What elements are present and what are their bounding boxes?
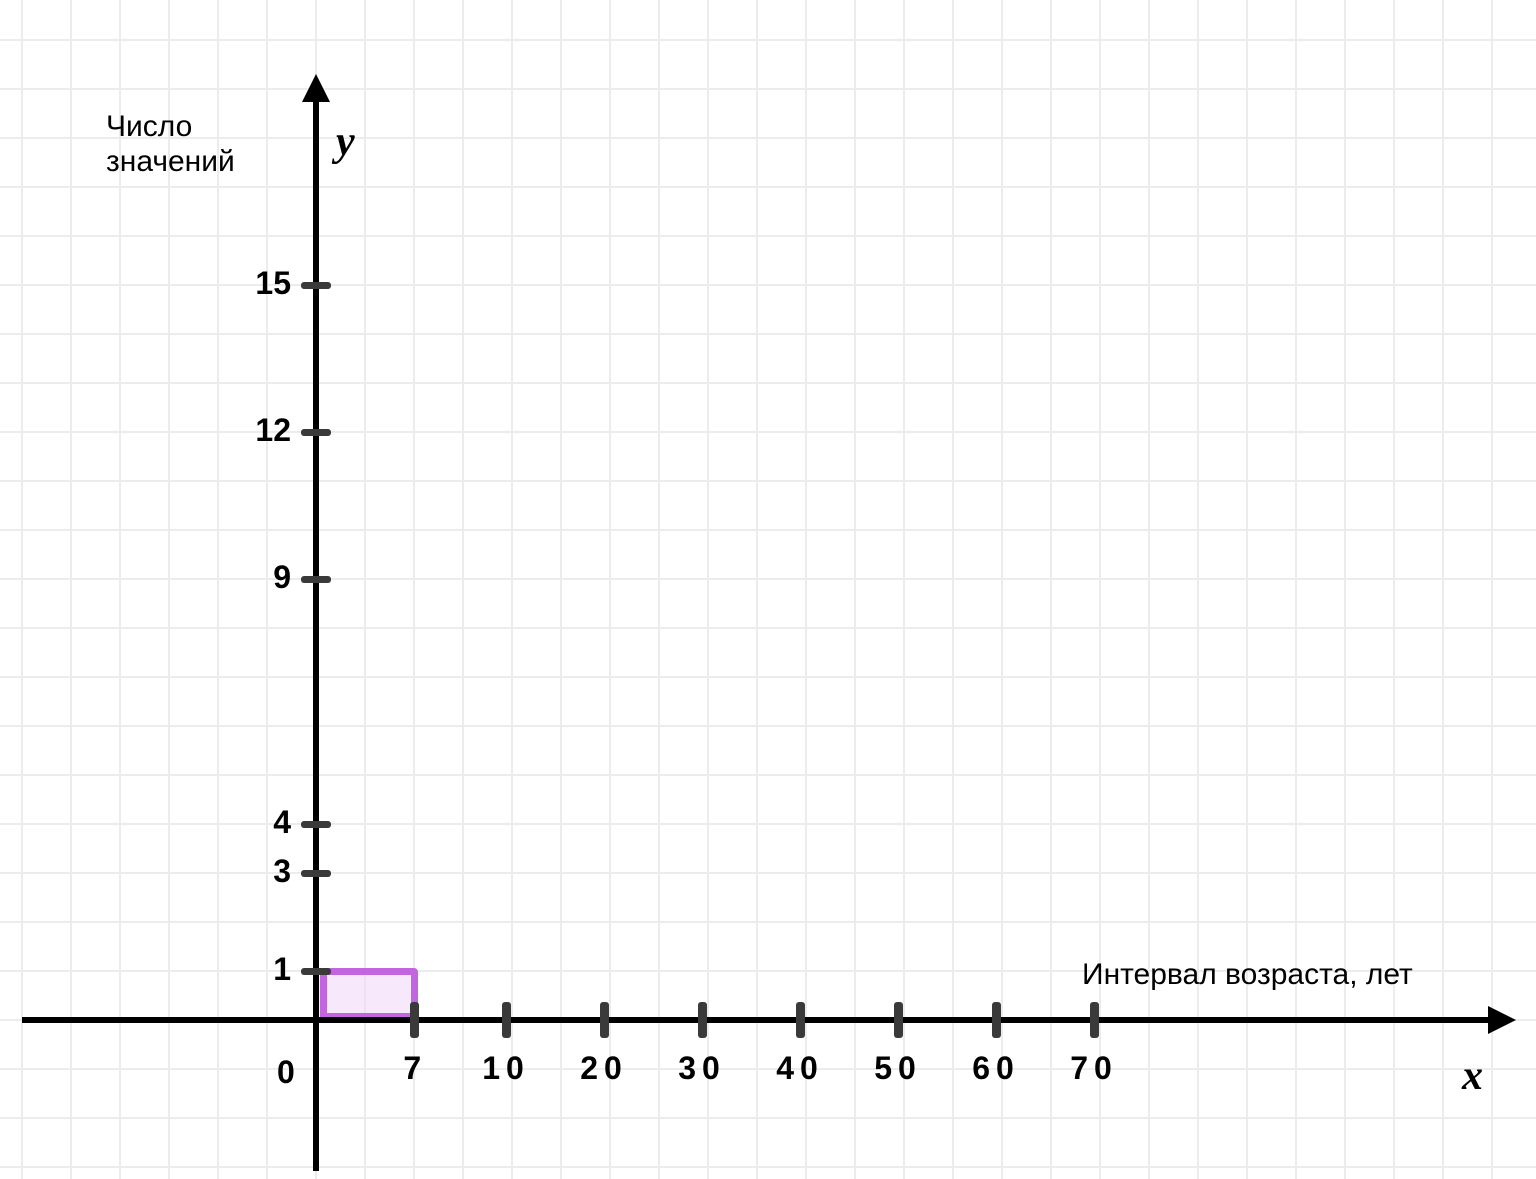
x-axis-arrow [1488,1006,1516,1034]
x-tick [1090,1002,1099,1038]
y-axis-letter: y [336,118,355,166]
x-tick [796,1002,805,1038]
x-tick [894,1002,903,1038]
x-tick-label: 70 [1070,1050,1118,1087]
y-tick-label: 15 [255,265,291,302]
x-axis-title: Интервал возраста, лет [1082,958,1413,992]
x-tick [502,1002,511,1038]
y-tick [301,282,331,289]
y-tick [301,821,331,828]
y-tick-label: 1 [273,951,291,988]
x-tick [698,1002,707,1038]
x-tick-label: 7 [403,1050,421,1087]
y-tick [301,968,331,975]
x-tick [600,1002,609,1038]
x-tick-label: 40 [776,1050,824,1087]
x-tick [410,1002,419,1038]
y-tick-label: 12 [255,412,291,449]
y-tick-label: 9 [273,559,291,596]
x-tick-label: 50 [874,1050,922,1087]
x-tick [992,1002,1001,1038]
x-tick-label: 60 [972,1050,1020,1087]
y-tick-label: 3 [273,853,291,890]
y-tick-label: 4 [273,804,291,841]
x-tick-label: 20 [580,1050,628,1087]
origin-label: 0 [277,1054,295,1091]
x-axis-letter: x [1462,1052,1483,1100]
chart-canvas: 1 3 4 9 12 15 7 10 20 30 40 50 60 70 0 Число значени… [0,0,1536,1179]
y-tick [301,870,331,877]
y-tick [301,429,331,436]
y-tick [301,576,331,583]
y-axis-arrow [302,74,330,102]
histogram-bar [320,968,418,1020]
x-tick-label: 30 [678,1050,726,1087]
y-axis-line [313,98,319,1171]
y-axis-title: Число значений [106,110,235,179]
x-axis-line [22,1017,1492,1023]
x-tick-label: 10 [482,1050,530,1087]
